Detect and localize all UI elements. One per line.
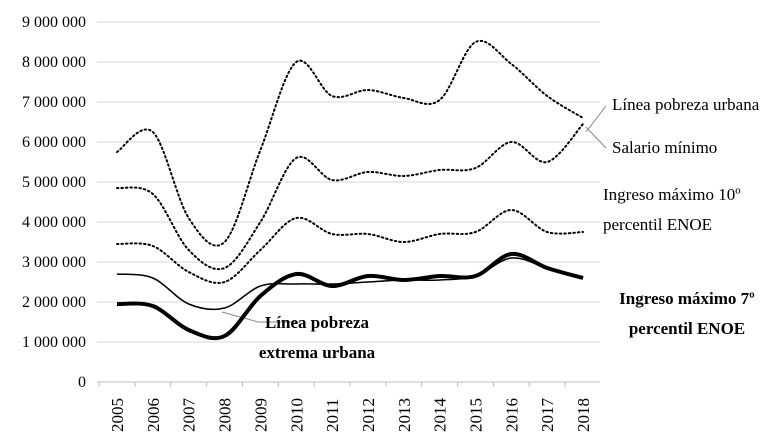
series-line: [116, 251, 584, 341]
x-tick-label: 2012: [359, 398, 378, 432]
x-tick-label: 2006: [144, 398, 163, 432]
x-tick-label: 2011: [323, 399, 342, 432]
x-tick-label: 2008: [216, 398, 235, 432]
x-tick-label: 2015: [467, 398, 486, 432]
series-label: Línea pobreza urbana: [612, 95, 760, 114]
x-tick-label: 2007: [180, 398, 199, 433]
series-label: Salario mínimo: [612, 138, 718, 157]
x-tick-label: 2005: [108, 398, 127, 432]
y-tick-label: 1 000 000: [22, 334, 86, 351]
series-line: [116, 123, 585, 271]
y-tick-label: 6 000 000: [22, 134, 86, 151]
leader-line: [585, 105, 607, 133]
y-tick-label: 7 000 000: [22, 94, 86, 111]
y-tick-label: 0: [78, 374, 86, 391]
y-tick-label: 2 000 000: [22, 294, 86, 311]
series-line: [116, 39, 585, 247]
series-label: Ingreso máximo 10º percentil ENOE: [603, 185, 741, 234]
leader-line: [585, 126, 607, 149]
leader-line: [221, 311, 259, 323]
series-label: Ingreso máximo 7º percentil ENOE: [619, 289, 755, 338]
y-tick-label: 4 000 000: [22, 214, 86, 231]
leaders: [221, 105, 607, 323]
y-tick-label: 8 000 000: [22, 54, 86, 71]
series-line: [116, 208, 585, 284]
x-tick-label: 2018: [574, 398, 593, 432]
x-tick-label: 2016: [502, 398, 521, 432]
y-tick-label: 5 000 000: [22, 174, 86, 191]
x-tick-label: 2014: [431, 398, 450, 433]
y-tick-label: 3 000 000: [22, 254, 86, 271]
x-tick-label: 2013: [395, 398, 414, 432]
x-tick-label: 2009: [251, 398, 270, 432]
x-tick-label: 2010: [287, 398, 306, 432]
y-tick-label: 9 000 000: [22, 14, 86, 31]
x-tick-label: 2017: [538, 398, 557, 433]
series-label: Línea pobreza extrema urbana: [258, 313, 376, 362]
